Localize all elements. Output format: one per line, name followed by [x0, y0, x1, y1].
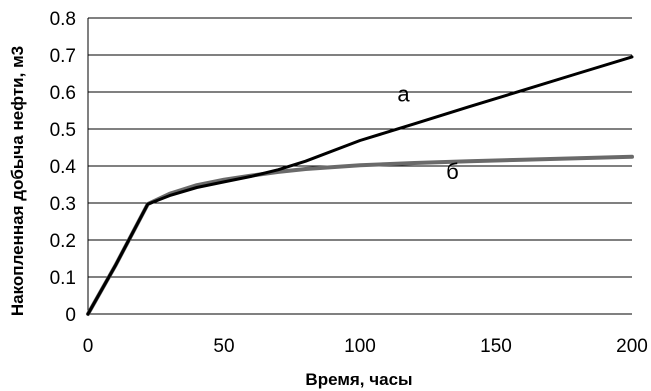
- y-tick-label: 0.4: [50, 157, 77, 178]
- y-tick-labels: 0 0.1 0.2 0.3 0.4 0.5 0.6 0.7 0.8: [50, 9, 77, 326]
- y-axis-label: Накопленная добыча нефти, м3: [8, 46, 27, 316]
- axes: [87, 18, 632, 315]
- series-annotation: б: [446, 159, 459, 184]
- gridlines: [88, 17, 632, 278]
- y-tick-label: 0: [65, 305, 76, 326]
- x-tick-label: 150: [480, 336, 512, 357]
- x-axis-label: Время, часы: [305, 370, 412, 389]
- annotations: аб: [397, 81, 458, 184]
- x-tick-label: 50: [213, 336, 234, 357]
- x-tick-label: 100: [344, 336, 376, 357]
- x-tick-label: 0: [83, 336, 94, 357]
- series-lines: [86, 55, 634, 316]
- series-annotation: а: [397, 81, 410, 106]
- y-tick-label: 0.2: [50, 231, 76, 252]
- y-tick-label: 0.8: [50, 9, 76, 30]
- y-tick-label: 0.5: [50, 120, 76, 141]
- x-tick-label: 200: [616, 336, 648, 357]
- series-line-b: [86, 154, 634, 316]
- x-tick-labels: 0 50 100 150 200: [83, 336, 648, 357]
- y-tick-label: 0.7: [50, 46, 76, 67]
- y-tick-label: 0.1: [50, 268, 76, 289]
- y-tick-label: 0.3: [50, 194, 76, 215]
- y-tick-label: 0.6: [50, 83, 76, 104]
- series-line-a: [86, 55, 634, 316]
